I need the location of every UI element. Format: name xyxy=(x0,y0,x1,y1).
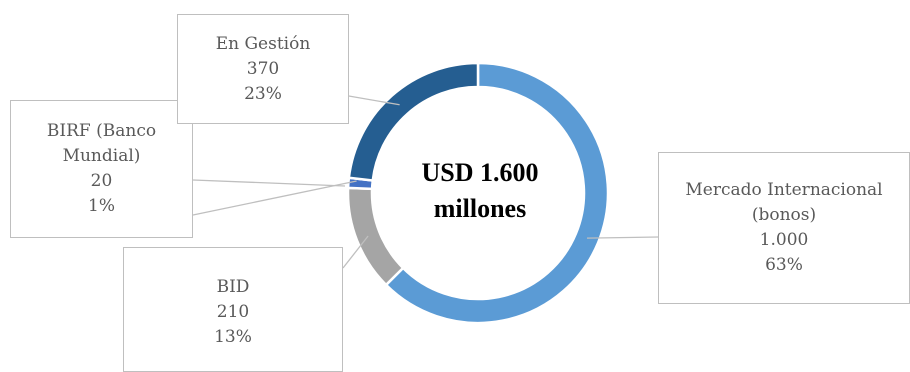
slice-en-gesti-n xyxy=(347,61,480,182)
label-category-line-1: BID xyxy=(216,277,250,297)
label-value: 370 xyxy=(246,58,280,79)
label-percent: 63% xyxy=(765,255,803,275)
data-label-bid: BID 210 13% xyxy=(123,247,343,372)
leader-line xyxy=(342,235,369,269)
label-category-line-2: Mundial) xyxy=(62,146,141,166)
label-category-line-1: Mercado Internacional xyxy=(685,180,883,200)
label-value: 20 xyxy=(90,171,113,191)
label-percent: 23% xyxy=(244,83,282,104)
data-label-birf: BIRF (Banco Mundial) 20 1% xyxy=(10,100,193,238)
data-label-en-gestion: En Gestión 370 23% xyxy=(177,14,349,124)
center-label-line-2: millones xyxy=(433,194,527,223)
leader-line xyxy=(192,180,357,216)
label-value: 210 xyxy=(216,302,250,322)
data-label-mercado-internacional: Mercado Internacional (bonos) 1.000 63% xyxy=(658,152,910,304)
leader-line xyxy=(192,179,346,187)
label-category-line-2: (bonos) xyxy=(751,205,817,225)
label-value: 1.000 xyxy=(759,230,809,250)
center-label-line-1: USD 1.600 xyxy=(421,158,539,187)
label-category-line-1: En Gestión xyxy=(215,33,311,54)
slice-mercado-internacional-bonos xyxy=(384,61,610,325)
label-percent: 13% xyxy=(214,327,252,347)
leader-line xyxy=(342,94,400,106)
label-percent: 1% xyxy=(88,196,115,216)
label-category-line-1: BIRF (Banco xyxy=(46,121,157,141)
center-label: USD 1.600 millones xyxy=(380,155,580,227)
leader-line xyxy=(587,236,659,239)
